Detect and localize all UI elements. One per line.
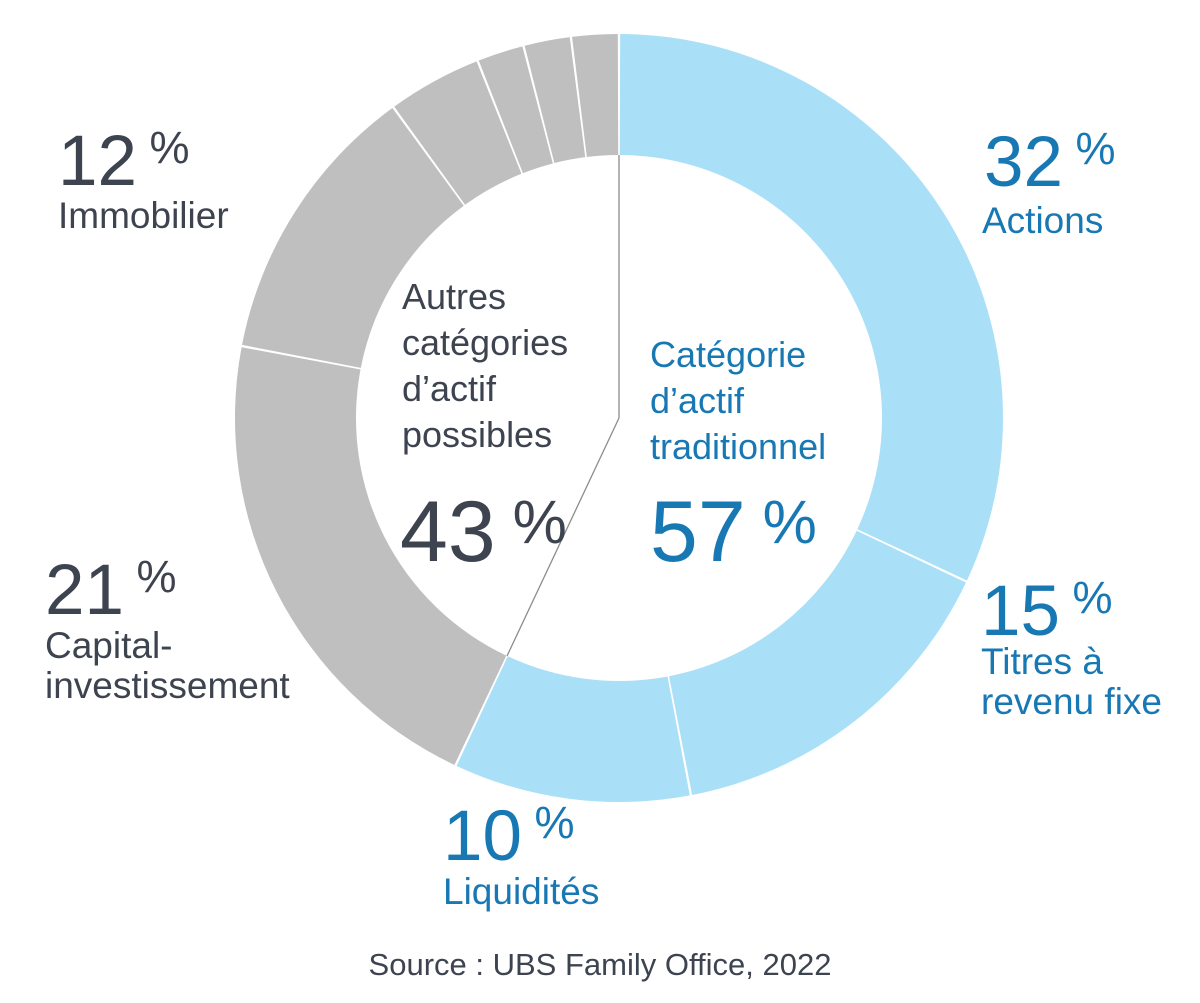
svg-text:Actions: Actions xyxy=(982,200,1103,241)
svg-text:Immobilier: Immobilier xyxy=(58,195,229,236)
svg-text:d’actif: d’actif xyxy=(402,368,497,409)
svg-text:12 %: 12 % xyxy=(58,122,190,201)
svg-text:catégories: catégories xyxy=(402,322,568,363)
svg-text:21 %: 21 % xyxy=(45,551,177,630)
svg-text:57 %: 57 % xyxy=(650,484,817,580)
svg-text:10 %: 10 % xyxy=(443,797,575,876)
svg-text:traditionnel: traditionnel xyxy=(650,426,826,467)
svg-text:Autres: Autres xyxy=(402,276,506,317)
svg-text:15 %: 15 % xyxy=(981,572,1113,651)
svg-text:revenu fixe: revenu fixe xyxy=(981,681,1162,722)
svg-text:d’actif: d’actif xyxy=(650,380,745,421)
svg-text:Source : UBS Family Office, 20: Source : UBS Family Office, 2022 xyxy=(369,947,832,982)
svg-text:Catégorie: Catégorie xyxy=(650,334,806,375)
svg-text:Capital-: Capital- xyxy=(45,625,173,666)
svg-text:Titres à: Titres à xyxy=(981,641,1103,682)
svg-text:32 %: 32 % xyxy=(984,123,1116,202)
svg-text:possibles: possibles xyxy=(402,414,552,455)
svg-text:investissement: investissement xyxy=(45,665,290,706)
svg-text:Liquidités: Liquidités xyxy=(443,871,599,912)
svg-text:43 %: 43 % xyxy=(400,484,567,580)
